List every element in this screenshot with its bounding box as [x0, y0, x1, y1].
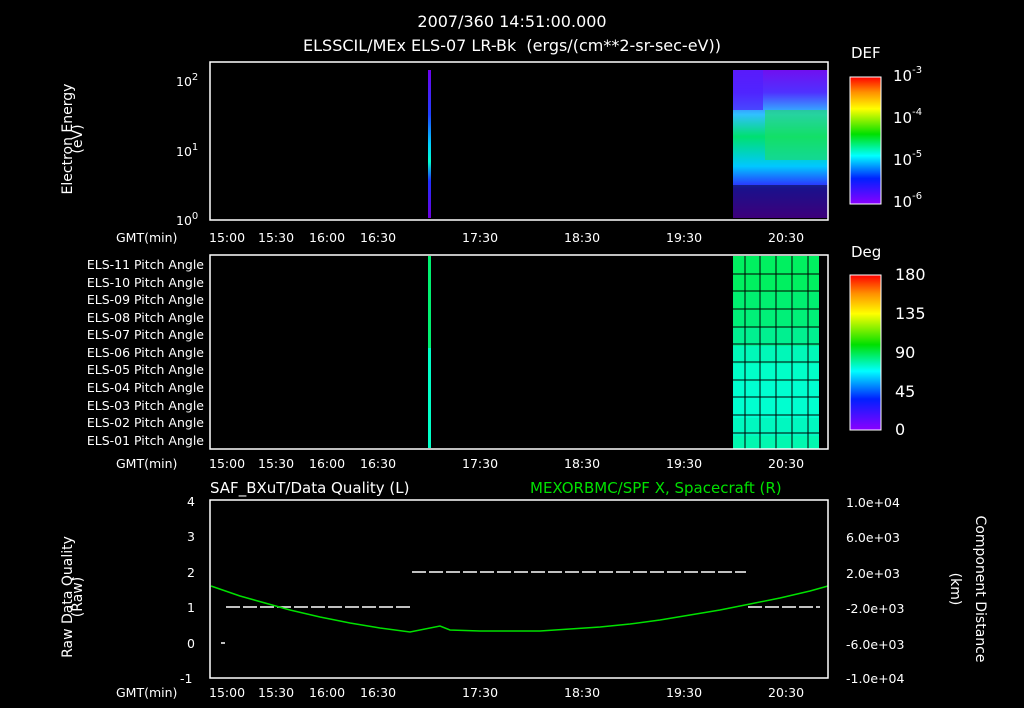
- quality-tick: -1: [180, 671, 193, 686]
- time-tick: 17:30: [462, 456, 499, 471]
- pitch-angle-row-label: ELS-04 Pitch Angle: [86, 380, 204, 395]
- def-colorbar-title: DEF: [851, 44, 881, 62]
- time-tick: 15:30: [258, 685, 295, 700]
- time-tick: 19:30: [666, 685, 703, 700]
- time-tick: 18:30: [564, 456, 601, 471]
- deg-tick: 45: [895, 382, 916, 401]
- def-tick: 10-6: [893, 191, 923, 211]
- pitch-angle-row-label: ELS-03 Pitch Angle: [86, 398, 204, 413]
- time-tick: 18:30: [564, 230, 601, 245]
- time-tick: 18:30: [564, 685, 601, 700]
- time-tick: 15:00: [209, 230, 246, 245]
- def-tick: 10-3: [893, 65, 923, 85]
- energy-axis-unit: (eV): [70, 124, 86, 154]
- pitch-angle-row-label: ELS-01 Pitch Angle: [86, 433, 204, 448]
- time-axis-label-1: GMT(min): [116, 230, 178, 245]
- quality-tick: 4: [187, 494, 195, 509]
- time-tick: 16:00: [309, 230, 346, 245]
- pitch-angle-row-label: ELS-10 Pitch Angle: [86, 275, 204, 290]
- deg-tick: 180: [895, 265, 926, 284]
- data-quality-panel: [209, 499, 829, 679]
- time-tick: 20:30: [768, 685, 805, 700]
- def-colorbar: [849, 76, 882, 205]
- pitch-angle-panel: [209, 254, 829, 450]
- quality-tick: 1: [187, 600, 195, 615]
- pitch-angle-row-label: ELS-07 Pitch Angle: [86, 327, 204, 342]
- time-tick: 15:00: [209, 685, 246, 700]
- distance-tick: -2.0e+03: [846, 601, 905, 616]
- energy-tick-100: 102: [176, 72, 199, 89]
- pitch-angle-row-label: ELS-06 Pitch Angle: [86, 345, 204, 360]
- energy-tick-10: 101: [176, 142, 199, 159]
- distance-tick: 2.0e+03: [846, 566, 900, 581]
- deg-tick: 90: [895, 343, 916, 362]
- spectrogram-panel: [209, 61, 829, 221]
- time-tick: 15:30: [258, 230, 295, 245]
- deg-tick: 0: [895, 420, 906, 439]
- time-tick: 16:30: [360, 685, 397, 700]
- distance-tick: -6.0e+03: [846, 637, 905, 652]
- plot-title: ELSSCIL/MEx ELS-07 LR-Bk (ergs/(cm**2-sr…: [303, 36, 721, 55]
- def-tick: 10-5: [893, 149, 923, 169]
- quality-tick: 2: [187, 565, 195, 580]
- time-tick: 16:00: [309, 456, 346, 471]
- distance-tick: 1.0e+04: [846, 495, 900, 510]
- deg-tick: 135: [895, 304, 926, 323]
- time-tick: 15:00: [209, 456, 246, 471]
- deg-colorbar-title: Deg: [851, 243, 882, 261]
- time-axis-label-3: GMT(min): [116, 685, 178, 700]
- time-tick: 19:30: [666, 456, 703, 471]
- timestamp: 2007/360 14:51:00.000: [417, 12, 607, 31]
- pitch-angle-row-label: ELS-08 Pitch Angle: [86, 310, 204, 325]
- spacecraft-position-title: MEXORBMC/SPF X, Spacecraft (R): [530, 479, 782, 497]
- distance-tick: -1.0e+04: [846, 671, 905, 686]
- spectrogram-spike: [428, 70, 431, 218]
- quality-tick: 3: [187, 529, 195, 544]
- pitch-angle-row-label: ELS-09 Pitch Angle: [86, 292, 204, 307]
- time-tick: 20:30: [768, 230, 805, 245]
- time-tick: 17:30: [462, 685, 499, 700]
- pitch-angle-row-label: ELS-11 Pitch Angle: [86, 257, 204, 272]
- time-tick: 16:30: [360, 230, 397, 245]
- pitch-angle-row-label: ELS-05 Pitch Angle: [86, 362, 204, 377]
- time-tick: 16:00: [309, 685, 346, 700]
- time-tick: 16:30: [360, 456, 397, 471]
- distance-tick: 6.0e+03: [846, 530, 900, 545]
- data-quality-title: SAF_BXuT/Data Quality (L): [210, 479, 410, 497]
- data-quality-axis-unit: (Raw): [70, 576, 86, 618]
- distance-axis-label: Component Distance: [972, 515, 988, 663]
- pitch-angle-row-label: ELS-02 Pitch Angle: [86, 415, 204, 430]
- energy-tick-1: 100: [176, 211, 199, 228]
- def-tick: 10-4: [893, 107, 923, 127]
- time-tick: 15:30: [258, 456, 295, 471]
- time-tick: 20:30: [768, 456, 805, 471]
- time-axis-label-2: GMT(min): [116, 456, 178, 471]
- time-tick: 17:30: [462, 230, 499, 245]
- quality-tick: 0: [187, 636, 195, 651]
- distance-axis-unit: (km): [947, 572, 963, 606]
- time-tick: 19:30: [666, 230, 703, 245]
- deg-colorbar: [849, 274, 882, 431]
